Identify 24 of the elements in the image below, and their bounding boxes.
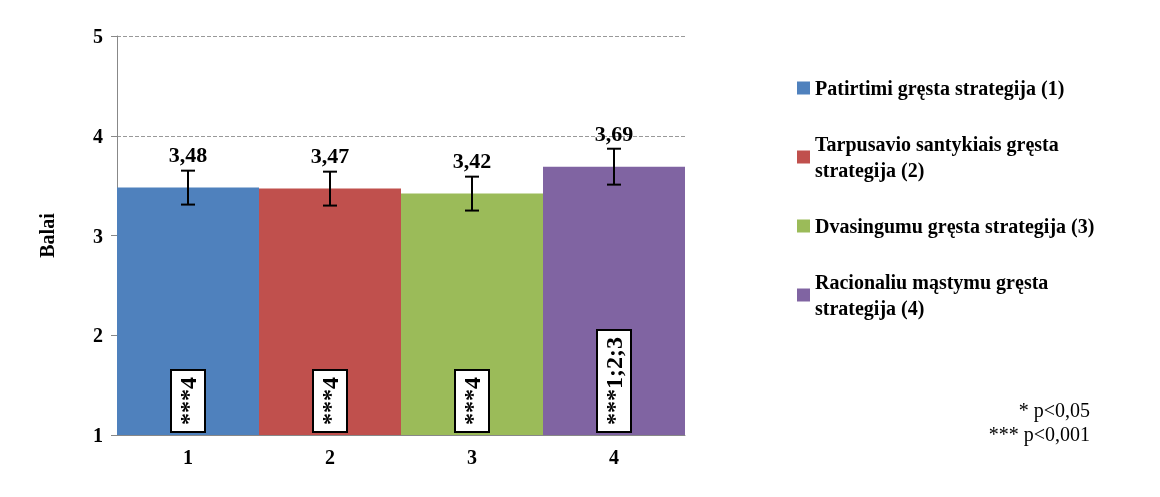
legend-label: Tarpusavio santykiais gręsta strategija (2) xyxy=(815,133,1064,182)
text: *** p<0,001 xyxy=(988,423,1090,446)
annotation: ***4 xyxy=(175,377,201,425)
x-tick-label: 2 xyxy=(325,446,335,468)
y-tick-label: 1 xyxy=(93,424,103,446)
y-tick-label: 5 xyxy=(93,25,103,47)
annotation: ***4 xyxy=(317,377,343,425)
x-tick-label: 4 xyxy=(609,446,619,468)
y-tick-label: 3 xyxy=(93,224,103,247)
legend-label: Racionaliu mąstymu gręsta strategija (4) xyxy=(815,271,1054,320)
y-tick-label: 4 xyxy=(93,124,103,147)
legend-label: Patirtimi gręsta strategija (1) xyxy=(815,77,1065,100)
x-tick-label: 1 xyxy=(183,446,193,468)
annotation: ***4 xyxy=(459,377,485,425)
data-label: 3,42 xyxy=(452,148,492,174)
annotation: ***1;2;3 xyxy=(601,337,627,425)
x-tick-label: 3 xyxy=(467,446,477,468)
text: * p<0,05 xyxy=(1018,399,1090,422)
legend-label: Dvasingumu gręsta strategija (3) xyxy=(815,215,1095,238)
y-tick-label: 2 xyxy=(93,324,103,347)
data-label: 3,48 xyxy=(168,142,208,168)
y-axis-title: Balai xyxy=(36,212,58,258)
data-label: 3,69 xyxy=(594,121,634,147)
data-label: 3,47 xyxy=(310,143,350,169)
